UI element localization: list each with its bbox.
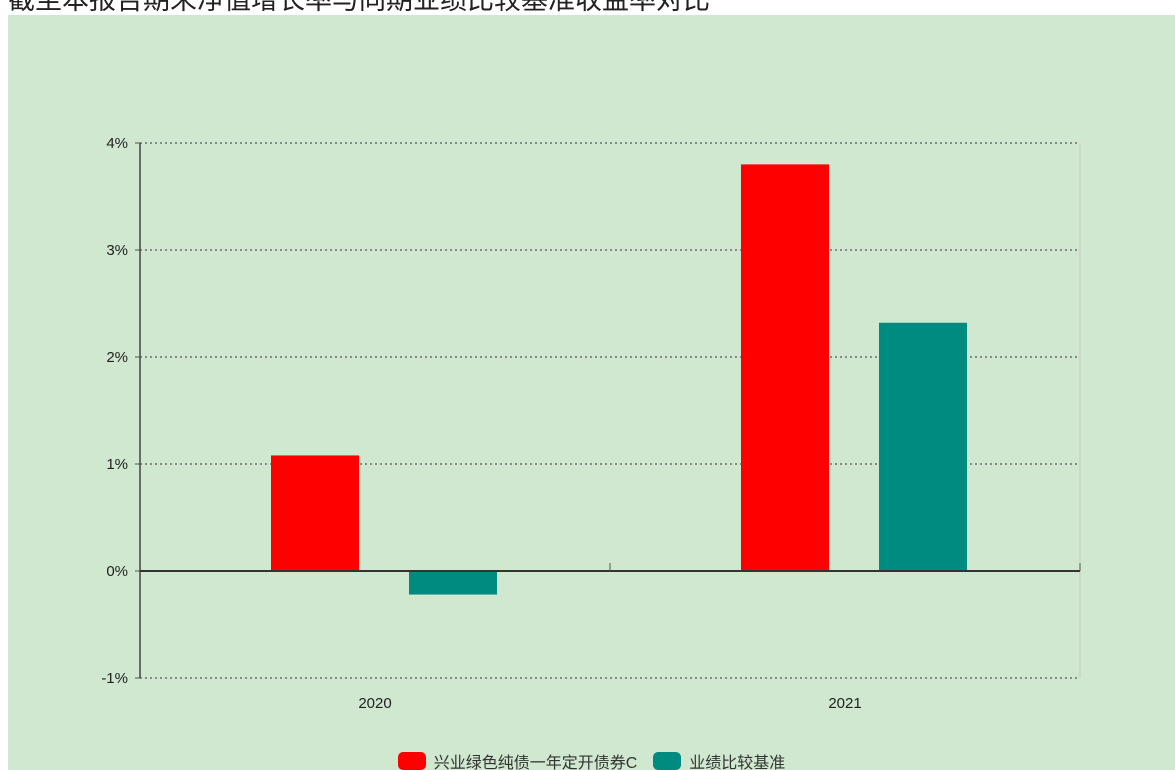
y-tick-label-5: 4%	[106, 135, 128, 152]
bar-chart: -1% 0% 1% 2% 3% 4% 2020 2021	[101, 135, 1081, 712]
y-tick-label-1: 0%	[106, 563, 128, 580]
chart-panel: -1% 0% 1% 2% 3% 4% 2020 2021 兴业绿色纯债一年定开债券C 业绩比较…	[8, 15, 1175, 770]
page-header-text: 截至本报告期末净值增长率与同期业绩比较基准收益率对比	[8, 0, 710, 16]
y-tick-label-4: 3%	[106, 242, 128, 259]
bar-2021-series-1	[741, 164, 829, 571]
legend-label-series-1: 兴业绿色纯债一年定开债券C	[433, 755, 638, 770]
legend-swatch-series-2	[653, 752, 682, 770]
legend-item-series-1[interactable]: 兴业绿色纯债一年定开债券C	[397, 749, 638, 770]
legend-label-series-2: 业绩比较基准	[689, 755, 786, 770]
x-tick-label-2020: 2020	[358, 695, 391, 712]
legend-item-series-2[interactable]: 业绩比较基准	[653, 749, 785, 770]
legend-swatch-series-1	[397, 752, 426, 770]
chart-legend: 兴业绿色纯债一年定开债券C 业绩比较基准	[8, 746, 1175, 770]
y-tick-label-2: 1%	[106, 456, 128, 473]
x-tick-label-2021: 2021	[828, 695, 861, 712]
bar-2020-series-1	[271, 455, 359, 571]
bar-2020-series-2	[409, 571, 497, 595]
y-tick-label-3: 2%	[106, 349, 128, 366]
y-tick-label-0: -1%	[101, 670, 128, 687]
bar-2021-series-2	[879, 322, 967, 571]
